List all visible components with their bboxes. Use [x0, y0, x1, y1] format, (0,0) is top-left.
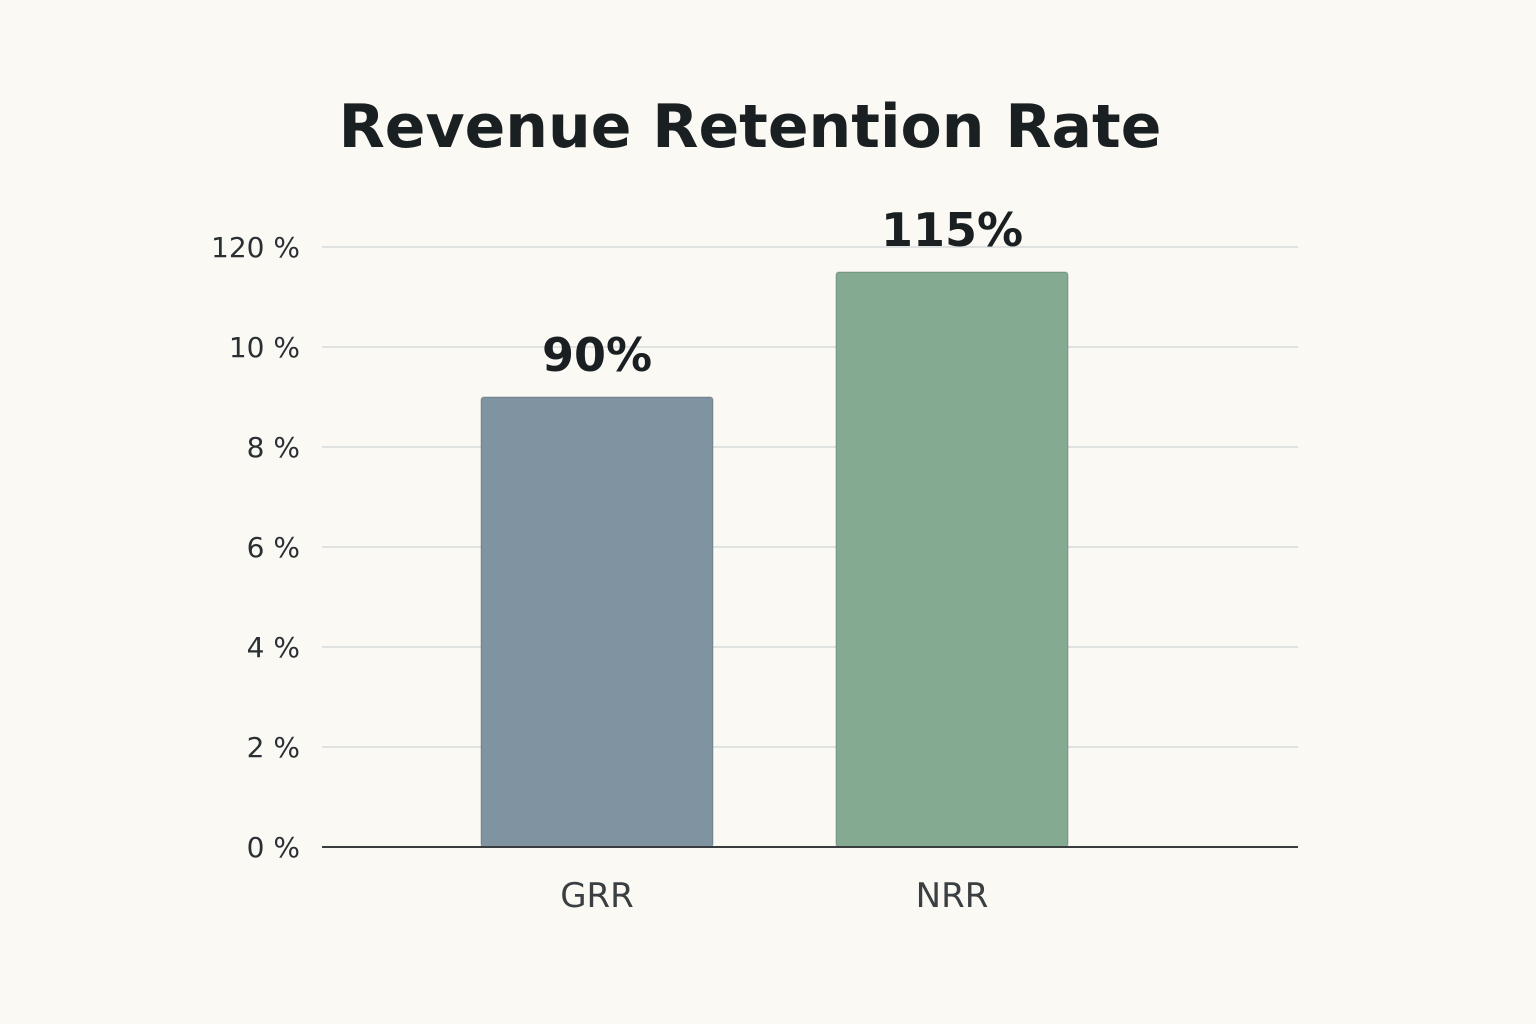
- y-axis-ticks: 0 % 2 % 4 % 6 % 8 % 10 % 120 %: [211, 231, 300, 864]
- x-category-label: NRR: [916, 876, 989, 916]
- x-category-label: GRR: [560, 876, 634, 916]
- x-axis-categories: GRR NRR: [560, 876, 988, 916]
- y-tick-label: 6 %: [247, 531, 300, 564]
- data-label-nrr: 115%: [881, 203, 1023, 257]
- data-labels: 90% 115%: [542, 203, 1023, 382]
- y-tick-label: 120 %: [211, 231, 300, 264]
- y-tick-label: 4 %: [247, 631, 300, 664]
- y-tick-label: 0 %: [247, 831, 300, 864]
- y-tick-label: 2 %: [247, 731, 300, 764]
- gridlines: [322, 246, 1298, 748]
- y-tick-label: 8 %: [247, 431, 300, 464]
- bar-nrr: [835, 271, 1069, 848]
- data-label-grr: 90%: [542, 328, 652, 382]
- bars: [480, 271, 1069, 848]
- chart-title: Revenue Retention Rate: [339, 92, 1162, 162]
- y-tick-label: 10 %: [229, 331, 300, 364]
- bar-grr: [480, 396, 714, 848]
